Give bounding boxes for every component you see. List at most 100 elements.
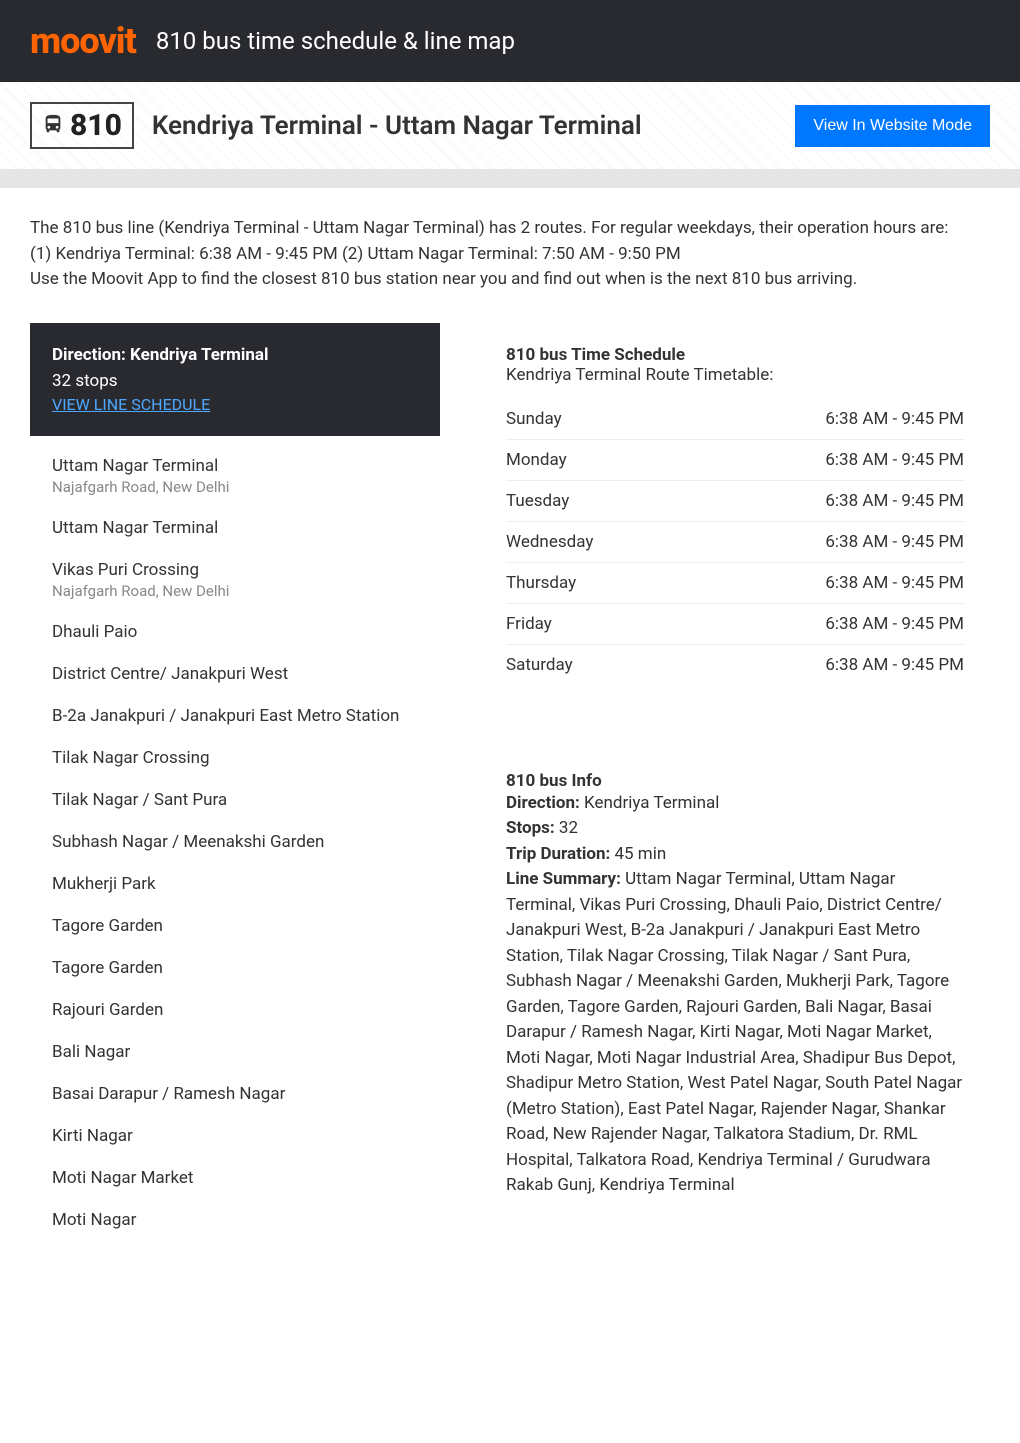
stop-item: Moti Nagar: [52, 1210, 418, 1230]
info-summary-value: Uttam Nagar Terminal, Uttam Nagar Termin…: [506, 869, 962, 1195]
stop-name: Mukherji Park: [52, 874, 418, 894]
stop-item: Bali Nagar: [52, 1042, 418, 1062]
stop-address: Najafgarh Road, New Delhi: [52, 478, 418, 496]
stop-item: Moti Nagar Market: [52, 1168, 418, 1188]
schedule-row: Thursday 6:38 AM - 9:45 PM: [506, 563, 964, 604]
schedule-day: Sunday: [506, 409, 562, 429]
stop-name: Uttam Nagar Terminal: [52, 518, 418, 538]
intro-text: The 810 bus line (Kendriya Terminal - Ut…: [0, 188, 1020, 313]
stop-name: Tilak Nagar Crossing: [52, 748, 418, 768]
stop-item: Tilak Nagar / Sant Pura: [52, 790, 418, 810]
info-direction: Direction: Kendriya Terminal: [506, 791, 964, 817]
schedule-row: Monday 6:38 AM - 9:45 PM: [506, 440, 964, 481]
schedule-day: Monday: [506, 450, 567, 470]
schedule-time: 6:38 AM - 9:45 PM: [825, 450, 964, 470]
info-summary-label: Line Summary:: [506, 869, 621, 889]
schedule-day: Tuesday: [506, 491, 569, 511]
stop-item: Tagore Garden: [52, 958, 418, 978]
right-column: 810 bus Time Schedule Kendriya Terminal …: [480, 323, 990, 1263]
stop-item: B-2a Janakpuri / Janakpuri East Metro St…: [52, 706, 418, 726]
header: moovit 810 bus time schedule & line map: [0, 0, 1020, 82]
direction-stops-count: 32 stops: [52, 371, 418, 391]
stop-item: Uttam Nagar Terminal: [52, 518, 418, 538]
stop-name: Tagore Garden: [52, 916, 418, 936]
stop-item: Subhash Nagar / Meenakshi Garden: [52, 832, 418, 852]
schedule-row: Sunday 6:38 AM - 9:45 PM: [506, 399, 964, 440]
bus-icon: [42, 108, 64, 143]
stop-item: Basai Darapur / Ramesh Nagar: [52, 1084, 418, 1104]
intro-line: Use the Moovit App to find the closest 8…: [30, 267, 990, 293]
schedule-time: 6:38 AM - 9:45 PM: [825, 491, 964, 511]
stop-item: Rajouri Garden: [52, 1000, 418, 1020]
direction-title: Direction: Kendriya Terminal: [52, 345, 418, 365]
info-card: 810 bus Info Direction: Kendriya Termina…: [480, 749, 990, 1221]
stop-item: Tilak Nagar Crossing: [52, 748, 418, 768]
stop-name: Vikas Puri Crossing: [52, 560, 418, 580]
stop-name: Tilak Nagar / Sant Pura: [52, 790, 418, 810]
stop-address: Najafgarh Road, New Delhi: [52, 582, 418, 600]
stop-name: Uttam Nagar Terminal: [52, 456, 418, 476]
schedule-day: Saturday: [506, 655, 573, 675]
schedule-time: 6:38 AM - 9:45 PM: [825, 573, 964, 593]
info-direction-value: Kendriya Terminal: [580, 793, 720, 813]
info-stops-value: 32: [555, 818, 578, 838]
direction-card: Direction: Kendriya Terminal 32 stops VI…: [30, 323, 440, 436]
schedule-title: 810 bus Time Schedule: [506, 345, 964, 365]
schedule-day: Wednesday: [506, 532, 593, 552]
schedule-day: Thursday: [506, 573, 576, 593]
stop-item: Kirti Nagar: [52, 1126, 418, 1146]
schedule-time: 6:38 AM - 9:45 PM: [825, 409, 964, 429]
view-website-mode-button[interactable]: View In Website Mode: [795, 105, 990, 147]
intro-line: The 810 bus line (Kendriya Terminal - Ut…: [30, 216, 990, 242]
view-line-schedule-link[interactable]: VIEW LINE SCHEDULE: [52, 395, 210, 414]
schedule-time: 6:38 AM - 9:45 PM: [825, 614, 964, 634]
schedule-subtitle: Kendriya Terminal Route Timetable:: [506, 365, 964, 385]
stop-item: Uttam Nagar Terminal Najafgarh Road, New …: [52, 456, 418, 496]
stop-name: Tagore Garden: [52, 958, 418, 978]
schedule-table: Sunday 6:38 AM - 9:45 PM Monday 6:38 AM - 9…: [506, 399, 964, 685]
info-duration: Trip Duration: 45 min: [506, 842, 964, 868]
info-duration-value: 45 min: [610, 844, 666, 864]
schedule-row: Friday 6:38 AM - 9:45 PM: [506, 604, 964, 645]
stop-name: Moti Nagar: [52, 1210, 418, 1230]
content: Direction: Kendriya Terminal 32 stops VI…: [0, 313, 1020, 1293]
info-stops: Stops: 32: [506, 816, 964, 842]
stop-item: Mukherji Park: [52, 874, 418, 894]
stop-name: Moti Nagar Market: [52, 1168, 418, 1188]
left-column: Direction: Kendriya Terminal 32 stops VI…: [30, 323, 440, 1262]
route-badge: 810: [30, 102, 134, 149]
logo: moovit: [30, 20, 136, 62]
info-direction-label: Direction:: [506, 793, 580, 813]
stops-list: Uttam Nagar Terminal Najafgarh Road, New …: [30, 436, 440, 1262]
stop-name: Bali Nagar: [52, 1042, 418, 1062]
info-summary: Line Summary: Uttam Nagar Terminal, Utta…: [506, 867, 964, 1199]
schedule-row: Wednesday 6:38 AM - 9:45 PM: [506, 522, 964, 563]
stop-name: Subhash Nagar / Meenakshi Garden: [52, 832, 418, 852]
info-stops-label: Stops:: [506, 818, 555, 838]
info-duration-label: Trip Duration:: [506, 844, 610, 864]
route-number: 810: [70, 108, 122, 143]
stop-name: Dhauli Paio: [52, 622, 418, 642]
header-title: 810 bus time schedule & line map: [156, 27, 515, 55]
stop-name: B-2a Janakpuri / Janakpuri East Metro St…: [52, 706, 418, 726]
divider-strip: [0, 170, 1020, 188]
route-name: Kendriya Terminal - Uttam Nagar Terminal: [152, 111, 642, 141]
route-bar: 810 Kendriya Terminal - Uttam Nagar Term…: [0, 82, 1020, 170]
intro-line: (1) Kendriya Terminal: 6:38 AM - 9:45 PM…: [30, 242, 990, 268]
stop-name: District Centre/ Janakpuri West: [52, 664, 418, 684]
stop-item: Tagore Garden: [52, 916, 418, 936]
info-title: 810 bus Info: [506, 771, 964, 791]
schedule-time: 6:38 AM - 9:45 PM: [825, 532, 964, 552]
stop-name: Kirti Nagar: [52, 1126, 418, 1146]
stop-name: Rajouri Garden: [52, 1000, 418, 1020]
stop-item: Vikas Puri Crossing Najafgarh Road, New D…: [52, 560, 418, 600]
schedule-card: 810 bus Time Schedule Kendriya Terminal …: [480, 323, 990, 707]
schedule-row: Saturday 6:38 AM - 9:45 PM: [506, 645, 964, 685]
stop-item: Dhauli Paio: [52, 622, 418, 642]
route-left: 810 Kendriya Terminal - Uttam Nagar Term…: [30, 102, 642, 149]
stop-name: Basai Darapur / Ramesh Nagar: [52, 1084, 418, 1104]
stop-item: District Centre/ Janakpuri West: [52, 664, 418, 684]
schedule-row: Tuesday 6:38 AM - 9:45 PM: [506, 481, 964, 522]
schedule-time: 6:38 AM - 9:45 PM: [825, 655, 964, 675]
schedule-day: Friday: [506, 614, 552, 634]
